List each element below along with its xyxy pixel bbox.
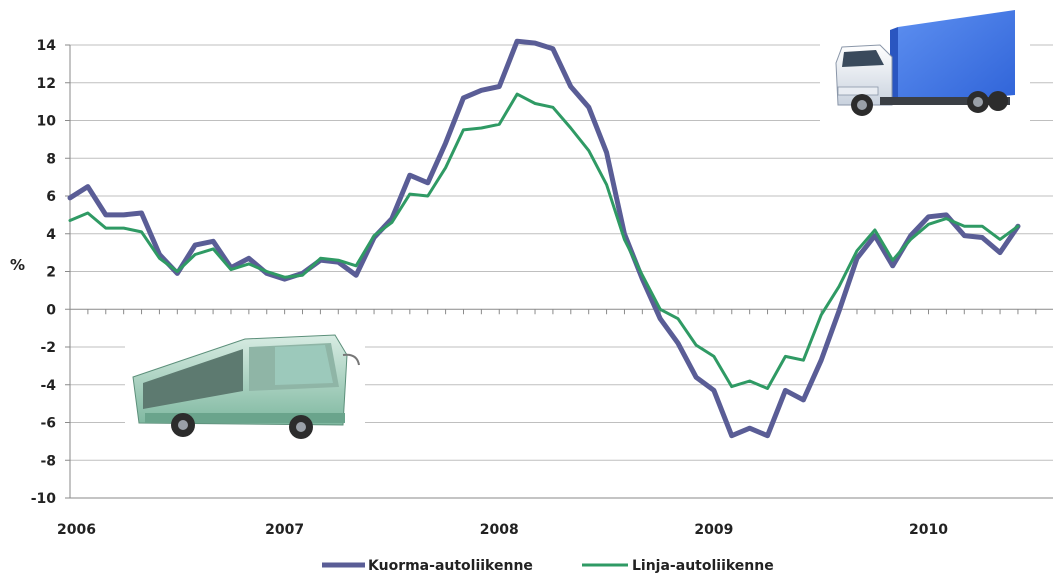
y-tick-label: -2 bbox=[40, 340, 56, 356]
y-tick-label: 4 bbox=[46, 227, 56, 243]
y-axis-label: % bbox=[10, 256, 25, 274]
x-tick-label: 2006 bbox=[57, 522, 96, 538]
series-line-kuorma bbox=[67, 38, 1021, 439]
truck-image bbox=[820, 5, 1030, 123]
y-tick-label: -4 bbox=[40, 378, 56, 394]
y-tick-label: -6 bbox=[40, 416, 56, 432]
x-tick-label: 2007 bbox=[265, 522, 304, 538]
y-tick-label: 10 bbox=[37, 114, 57, 130]
series-line-linja bbox=[68, 92, 1020, 390]
x-tick-label: 2008 bbox=[480, 522, 519, 538]
y-tick-label: 8 bbox=[46, 151, 56, 167]
legend-label-linja: Linja-autoliikenne bbox=[632, 558, 774, 574]
x-tick-label: 2009 bbox=[694, 522, 733, 538]
legend-label-kuorma: Kuorma-autoliikenne bbox=[368, 558, 533, 574]
bus-image bbox=[125, 325, 365, 450]
x-tick-label: 2010 bbox=[909, 522, 948, 538]
y-tick-label: 12 bbox=[37, 76, 56, 92]
y-tick-label: 2 bbox=[46, 265, 56, 281]
y-tick-label: 6 bbox=[46, 189, 56, 205]
y-tick-label: -8 bbox=[40, 453, 56, 469]
y-tick-label: -10 bbox=[31, 491, 57, 507]
y-tick-label: 0 bbox=[46, 302, 56, 318]
legend: Kuorma-autoliikenne Linja-autoliikenne bbox=[322, 558, 774, 574]
series-layer bbox=[67, 38, 1021, 439]
y-tick-label: 14 bbox=[37, 38, 57, 54]
